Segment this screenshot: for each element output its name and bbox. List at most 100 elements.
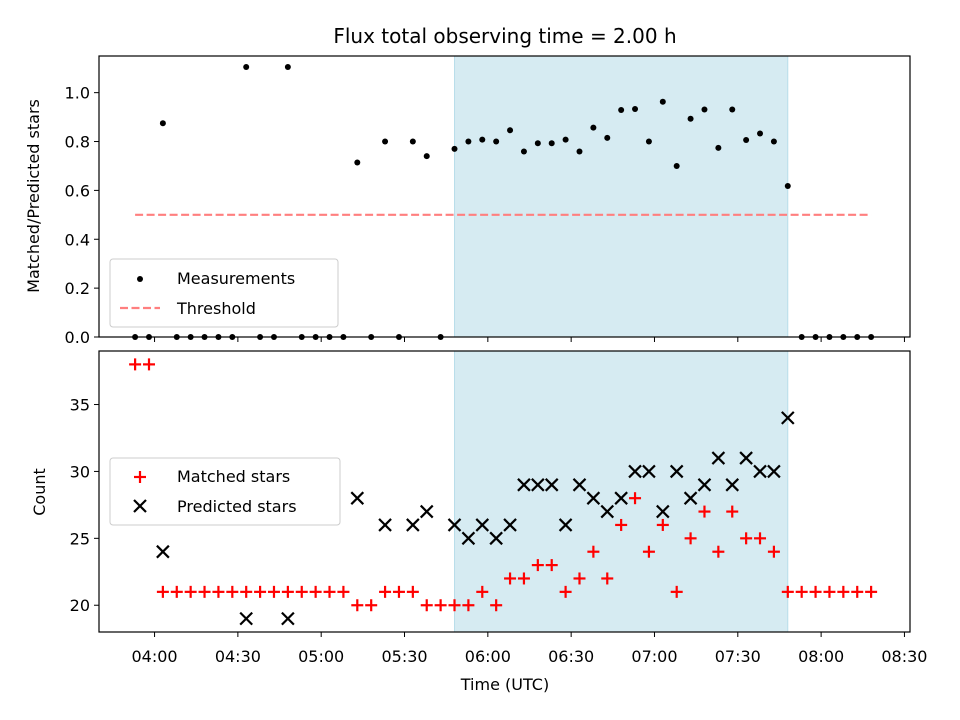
predicted-star-marker [697, 478, 712, 492]
chart-title: Flux total observing time = 2.00 h [333, 24, 676, 48]
matched-star-marker [406, 585, 419, 598]
matched-star-marker [573, 572, 586, 585]
matched-star-marker [837, 585, 850, 598]
matched-star-marker [851, 585, 864, 598]
matched-star-marker [281, 585, 294, 598]
measurement-point [645, 138, 652, 145]
predicted-star-marker [544, 478, 559, 492]
matched-star-marker [462, 599, 475, 612]
y-tick-label: 0.0 [65, 328, 90, 347]
predicted-star-marker [503, 518, 517, 532]
matched-star-marker [823, 585, 836, 598]
measurement-point [534, 140, 541, 147]
legend-measurements-label: Measurements [177, 269, 295, 288]
matched-star-marker [767, 545, 780, 558]
bottom-y-axis-label: Count [30, 468, 49, 516]
matched-star-marker [351, 599, 364, 612]
matched-star-marker [198, 585, 211, 598]
matched-star-marker [323, 585, 336, 598]
predicted-star-marker [461, 531, 476, 546]
top-y-ticks: 0.0 0.2 0.4 0.6 0.8 1.0 [65, 84, 99, 347]
predicted-star-marker [239, 611, 253, 626]
measurement-point [784, 182, 791, 189]
y-tick-label: 20 [70, 596, 90, 615]
legend-measurements-marker [137, 276, 143, 282]
measurement-point [757, 130, 764, 137]
measurement-point [243, 63, 250, 70]
measurement-point [465, 138, 472, 145]
predicted-star-marker [725, 478, 740, 492]
legend-matched-label: Matched stars [177, 467, 290, 486]
matched-star-marker [434, 599, 447, 612]
measurement-point [354, 159, 361, 166]
measurement-point [659, 98, 666, 105]
measurement-point [520, 148, 527, 155]
legend-matched-marker [134, 471, 146, 483]
matched-star-marker [365, 599, 378, 612]
measurement-point [382, 138, 389, 145]
top-observing-window-layer [454, 55, 789, 338]
bottom-y-ticks: 20 25 30 35 [70, 396, 99, 615]
y-tick-label: 1.0 [65, 84, 90, 103]
matched-star-marker [379, 585, 392, 598]
measurement-point [618, 107, 625, 114]
measurement-point [729, 106, 736, 113]
measurement-point [770, 138, 777, 145]
matched-star-marker [698, 505, 711, 518]
y-tick-label: 0.6 [65, 181, 90, 200]
matched-star-marker [587, 545, 600, 558]
measurement-point [159, 120, 166, 127]
y-tick-label: 30 [70, 462, 90, 481]
predicted-star-marker [669, 464, 684, 479]
measurement-point [576, 148, 583, 155]
matched-star-marker [212, 585, 225, 598]
matched-star-marker [726, 505, 739, 518]
predicted-star-marker [489, 531, 503, 546]
legend-predicted-label: Predicted stars [177, 497, 297, 516]
matched-star-marker [601, 572, 614, 585]
bottom-x-ticks: 04:00 04:30 05:00 05:30 06:00 06:30 07:00 07:30… [131, 632, 927, 666]
bottom-legend: Matched stars Predicted stars [109, 457, 341, 526]
x-tick-label: 04:00 [131, 647, 177, 666]
matched-star-marker [337, 585, 350, 598]
matched-star-marker [490, 599, 503, 612]
matched-star-marker [267, 585, 280, 598]
matched-star-marker [712, 545, 725, 558]
matched-star-marker [156, 585, 169, 598]
matched-star-marker [392, 585, 405, 598]
y-tick-label: 0.8 [65, 133, 90, 152]
x-tick-label: 06:00 [465, 647, 511, 666]
measurement-point [743, 137, 750, 144]
predicted-star-marker [711, 451, 726, 465]
top-legend: Measurements Threshold [109, 258, 339, 328]
predicted-star-marker [753, 464, 767, 479]
measurement-point [632, 106, 639, 113]
measurement-point [590, 124, 597, 131]
matched-stars-layer [129, 358, 878, 612]
x-tick-label: 07:00 [631, 647, 677, 666]
matched-star-marker [642, 545, 655, 558]
matched-star-marker [504, 572, 517, 585]
x-tick-label: 04:30 [215, 647, 261, 666]
top-panel: Flux total observing time = 2.00 h 0.0 0.… [24, 24, 911, 347]
predicted-star-marker [586, 491, 601, 505]
measurement-point [423, 153, 430, 160]
top-x-ticks [154, 337, 905, 342]
matched-star-marker [545, 559, 558, 572]
predicted-star-marker [683, 491, 698, 505]
y-tick-label: 35 [70, 396, 90, 415]
predicted-star-marker [517, 478, 531, 492]
x-tick-label: 06:30 [548, 647, 594, 666]
matched-star-marker [420, 599, 433, 612]
matched-star-marker [295, 585, 308, 598]
matched-star-marker [740, 532, 753, 545]
predicted-star-marker [642, 464, 656, 479]
predicted-star-marker [600, 504, 615, 519]
legend-threshold-label: Threshold [176, 299, 256, 318]
measurement-point [507, 127, 514, 134]
predicted-stars-layer [156, 411, 795, 626]
matched-star-marker [865, 585, 878, 598]
bottom-observing-window-layer [454, 350, 789, 633]
